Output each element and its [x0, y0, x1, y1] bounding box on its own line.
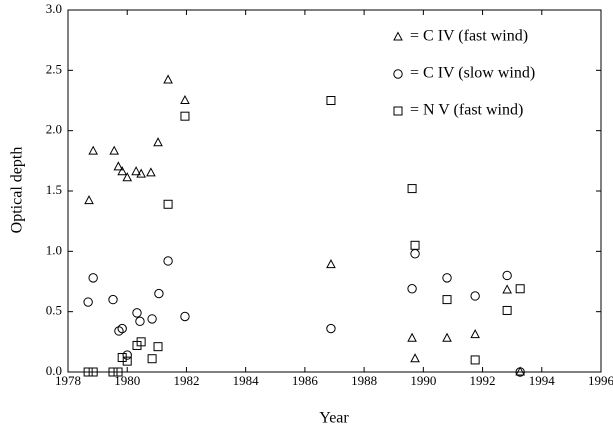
- data-point: [147, 354, 157, 364]
- x-tick-label: 1978: [55, 373, 81, 388]
- data-point: [470, 329, 480, 339]
- data-point: [442, 332, 452, 342]
- data-point: [442, 295, 452, 305]
- data-point: [410, 240, 420, 250]
- x-axis-label: Year: [319, 410, 349, 427]
- data-point: [136, 337, 146, 347]
- data-point: [108, 294, 118, 305]
- y-tick-label: 1.0: [46, 242, 62, 257]
- data-point: [146, 167, 156, 177]
- x-tick-label: 1994: [529, 373, 556, 388]
- data-point: [84, 195, 94, 205]
- data-point: [502, 305, 512, 315]
- legend-marker: [393, 69, 403, 79]
- data-point: [470, 291, 480, 301]
- data-point: [163, 74, 173, 84]
- data-point: [136, 168, 146, 178]
- data-point: [163, 199, 173, 209]
- data-point: [515, 366, 525, 376]
- y-tick-label: 2.0: [46, 122, 62, 137]
- data-point: [410, 353, 420, 363]
- x-tick-label: 1990: [410, 373, 436, 388]
- x-tick-label: 1984: [233, 373, 260, 388]
- y-tick-label: 0.0: [46, 363, 62, 378]
- x-tick-label: 1980: [114, 373, 140, 388]
- legend-label: = C IV (fast wind): [410, 28, 528, 45]
- data-point: [113, 161, 124, 171]
- x-tick-label: 1988: [351, 373, 377, 388]
- data-point: [326, 96, 336, 105]
- data-point: [117, 166, 128, 176]
- legend-marker: [393, 31, 403, 41]
- data-point: [113, 367, 123, 377]
- data-point: [153, 137, 163, 147]
- x-tick-label: 1986: [292, 373, 319, 388]
- data-point: [122, 172, 133, 182]
- legend-label: = N V (fast wind): [410, 102, 523, 119]
- y-tick-label: 0.5: [46, 303, 62, 318]
- x-tick-label: 1982: [173, 373, 199, 388]
- data-point: [326, 323, 336, 334]
- data-point: [180, 94, 190, 104]
- data-point: [117, 323, 127, 334]
- data-point: [502, 284, 512, 294]
- data-point: [83, 367, 93, 377]
- legend-marker: [393, 106, 403, 116]
- data-point: [88, 273, 98, 283]
- y-tick-label: 3.0: [46, 1, 62, 16]
- data-point: [108, 367, 118, 377]
- data-point: [109, 145, 120, 155]
- data-point: [147, 314, 157, 324]
- x-tick-label: 1996: [588, 373, 613, 388]
- data-point: [122, 356, 132, 366]
- data-point: [154, 288, 164, 299]
- data-point: [407, 284, 417, 294]
- x-tick-label: 1992: [470, 373, 496, 388]
- y-tick-label: 2.5: [46, 61, 62, 76]
- data-point: [326, 259, 336, 269]
- data-point: [407, 332, 417, 342]
- data-point: [442, 273, 452, 283]
- data-point: [502, 270, 512, 281]
- data-point: [132, 308, 142, 318]
- data-point: [135, 316, 145, 327]
- data-point: [180, 111, 190, 121]
- data-point: [180, 311, 190, 322]
- data-point: [122, 350, 132, 360]
- data-point: [407, 184, 417, 194]
- data-point: [88, 145, 99, 155]
- data-point: [153, 342, 163, 352]
- data-point: [131, 166, 141, 176]
- y-axis-label: Optical depth: [9, 147, 26, 234]
- data-point: [515, 284, 525, 294]
- data-point: [515, 367, 525, 377]
- data-point: [163, 256, 173, 266]
- data-point: [88, 367, 98, 377]
- data-point: [410, 249, 420, 259]
- data-point: [83, 297, 93, 307]
- legend-label: = C IV (slow wind): [410, 65, 535, 82]
- data-point: [114, 326, 124, 336]
- y-tick-label: 1.5: [46, 182, 62, 197]
- data-point: [470, 355, 480, 365]
